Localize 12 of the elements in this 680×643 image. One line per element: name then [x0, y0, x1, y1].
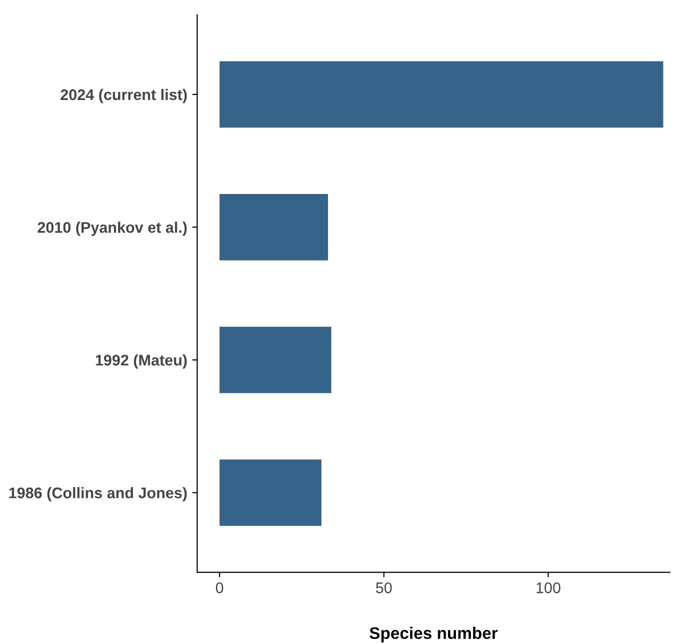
y-tick-label: 2010 (Pyankov et al.) [38, 222, 187, 236]
x-tick-label: 100 [536, 582, 560, 594]
bar [220, 61, 664, 128]
bar [220, 194, 328, 260]
x-tick-label: 50 [376, 582, 392, 594]
bar [220, 459, 322, 526]
y-tick-label: 2024 (current list) [60, 88, 187, 104]
bar [220, 326, 332, 394]
x-axis-title: Species number [370, 626, 498, 642]
y-tick-label: 1992 (Mateu) [96, 354, 187, 369]
x-tick-label: 0 [216, 582, 224, 594]
y-tick-label: 1986 (Collins and Jones) [9, 487, 187, 502]
